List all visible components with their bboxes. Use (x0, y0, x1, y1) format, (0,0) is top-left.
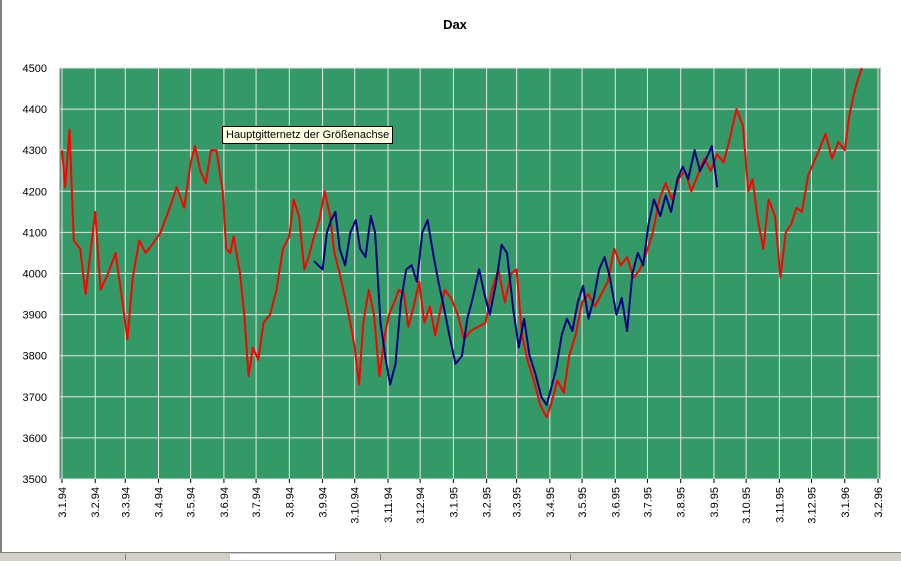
y-tick-label: 4400 (23, 104, 47, 116)
x-tick-label: 3.5.95 (577, 487, 589, 518)
x-tick-label: 3.4.95 (545, 487, 557, 518)
window-left-border (0, 0, 2, 560)
x-tick-label: 3.1.96 (840, 487, 852, 518)
x-tick-label: 3.10.94 (350, 487, 362, 524)
x-tick-label: 3.3.95 (512, 487, 524, 518)
x-axis-tick-labels: 3.1.94 3.2.94 3.3.94 3.4.94 3.5.94 3.6.94 3.7.… (57, 487, 885, 524)
x-tick-label: 3.3.94 (120, 487, 132, 518)
y-tick-label: 4300 (23, 145, 47, 157)
x-tick-label: 3.12.94 (415, 487, 427, 524)
y-tick-label: 3800 (23, 351, 47, 363)
x-tick-label: 3.8.95 (676, 487, 688, 518)
sheet-tab[interactable] (380, 554, 571, 560)
y-tick-label: 4100 (23, 227, 47, 239)
sheet-tab[interactable] (335, 554, 381, 560)
x-tick-label: 3.6.94 (219, 487, 231, 518)
y-tick-label: 3600 (23, 433, 47, 445)
sheet-tab[interactable] (125, 554, 231, 560)
x-tick-label: 3.11.94 (383, 487, 395, 523)
x-tick-label: 3.8.94 (284, 487, 296, 518)
y-tick-label: 4200 (23, 186, 47, 198)
y-tick-label: 4500 (23, 63, 47, 75)
y-tick-label: 4000 (23, 269, 47, 281)
x-tick-label: 3.12.95 (807, 487, 819, 524)
x-tick-label: 3.7.94 (251, 487, 263, 518)
sheet-tab-active[interactable] (230, 554, 336, 560)
x-tick-label: 3.4.94 (154, 487, 166, 518)
x-tick-label: 3.9.94 (318, 487, 330, 518)
gridline-tooltip: Hauptgitternetz der Größenachse (222, 126, 394, 144)
x-tick-label: 3.2.94 (90, 487, 102, 518)
x-tick-label: 3.10.95 (741, 487, 753, 524)
sheet-tab[interactable] (20, 554, 126, 560)
x-tick-label: 3.7.95 (642, 487, 654, 518)
series-line-blue[interactable] (313, 145, 719, 406)
y-tick-label: 3700 (23, 392, 47, 404)
x-tick-label: 3.1.95 (448, 487, 460, 518)
y-axis-tick-labels: 3500 3600 3700 3800 3900 4000 4100 4200 4300 4400… (23, 63, 47, 486)
x-tick-label: 3.1.94 (57, 487, 69, 518)
y-tick-label: 3900 (23, 310, 47, 322)
x-tick-label: 3.6.95 (610, 487, 622, 518)
y-tick-label: 3500 (23, 474, 47, 486)
x-tick-label: 3.11.95 (774, 487, 786, 523)
x-tick-label: 3.9.95 (709, 487, 721, 518)
x-tick-label: 3.2.95 (482, 487, 494, 518)
chart-title: Dax (443, 17, 468, 32)
sheet-tab-bar[interactable] (0, 552, 901, 561)
series-layer (61, 67, 863, 419)
x-tick-label: 3.5.94 (186, 487, 198, 518)
x-tick-label: 3.2.96 (873, 487, 885, 518)
